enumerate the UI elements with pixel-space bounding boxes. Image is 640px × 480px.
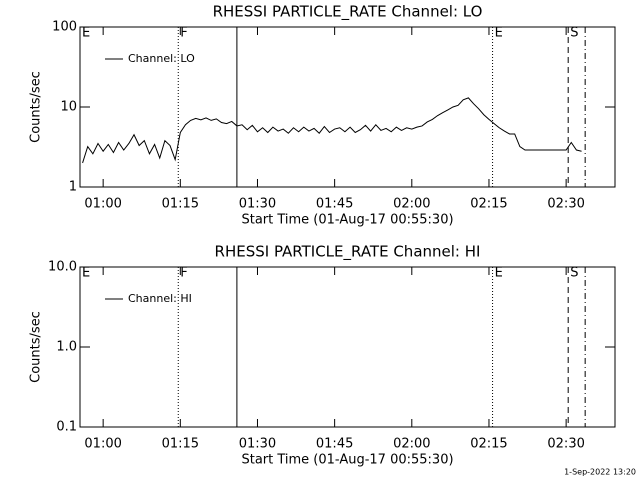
y-tick-label: 100 [52,20,77,35]
x-tick-label: 01:30 [239,197,276,212]
event-label: F [180,266,187,281]
x-tick-label: 02:00 [393,197,430,212]
y-axis-label: Counts/sec [29,71,44,143]
event-label: E [82,266,90,281]
event-label: E [82,26,90,41]
chart-title: RHESSI PARTICLE_RATE Channel: HI [215,243,481,262]
event-label: E [495,26,503,41]
y-axis-label: Counts/sec [29,311,44,383]
chart-title: RHESSI PARTICLE_RATE Channel: LO [213,3,483,22]
y-tick-label: 0.1 [56,420,77,435]
x-tick-label: 02:30 [547,197,584,212]
data-line [82,97,582,164]
x-axis-label: Start Time (01-Aug-17 00:55:30) [241,213,453,228]
event-label: S [570,26,578,41]
event-label: F [180,26,187,41]
x-tick-label: 01:45 [316,197,353,212]
y-tick-label: 10.0 [48,260,77,275]
x-tick-label: 02:30 [547,437,584,452]
x-tick-label: 01:15 [162,437,199,452]
legend-label: Channel: HI [128,292,192,305]
event-label: S [570,266,578,281]
event-label: E [495,266,503,281]
x-tick-label: 02:00 [393,437,430,452]
x-tick-label: 02:15 [470,437,507,452]
x-tick-label: 01:45 [316,437,353,452]
x-tick-label: 01:30 [239,437,276,452]
legend-label: Channel: LO [128,52,195,65]
x-tick-label: 01:15 [162,197,199,212]
x-tick-label: 02:15 [470,197,507,212]
y-tick-label: 1.0 [56,340,77,355]
x-tick-label: 01:00 [84,197,121,212]
footer: 1-Sep-2022 13:20 [564,468,636,477]
x-tick-label: 01:00 [84,437,121,452]
x-axis-label: Start Time (01-Aug-17 00:55:30) [241,453,453,468]
y-tick-label: 1 [69,180,77,195]
y-tick-label: 10 [60,100,77,115]
